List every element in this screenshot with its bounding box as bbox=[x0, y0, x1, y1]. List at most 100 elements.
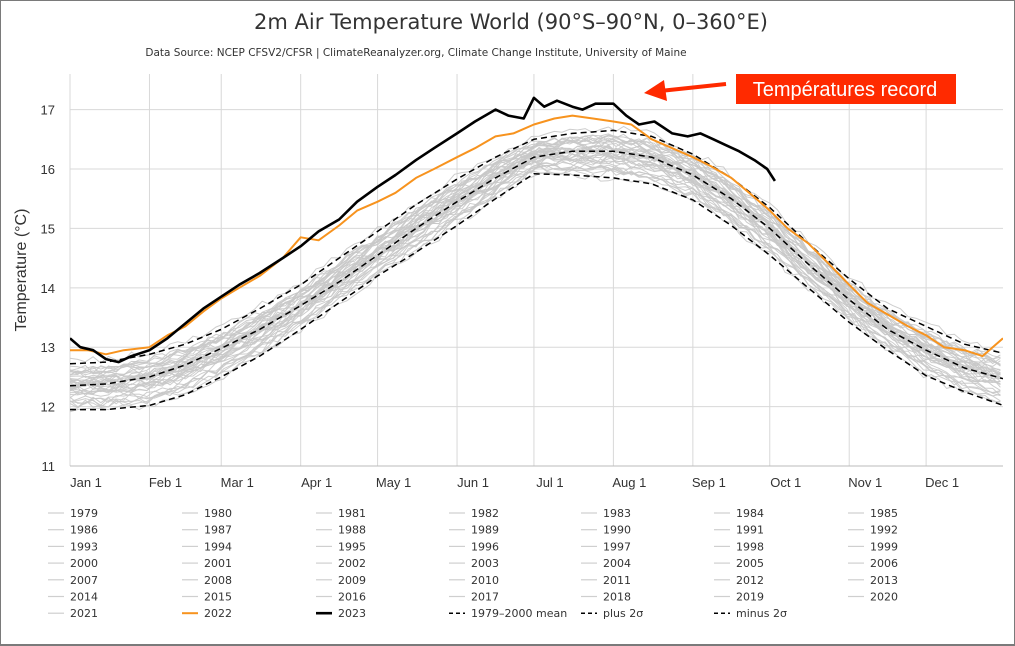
x-tick-label: Jul 1 bbox=[536, 475, 563, 490]
x-tick-label: Jan 1 bbox=[70, 475, 102, 490]
y-tick-label: 13 bbox=[41, 340, 55, 355]
legend-label[interactable]: 1992 bbox=[870, 524, 898, 537]
y-tick-label: 17 bbox=[41, 103, 55, 118]
legend-label[interactable]: minus 2σ bbox=[736, 607, 787, 620]
legend-label[interactable]: 2012 bbox=[736, 574, 764, 587]
legend-label[interactable]: 1994 bbox=[204, 540, 232, 553]
legend-label[interactable]: 1980 bbox=[204, 507, 232, 520]
legend-label[interactable]: 2021 bbox=[70, 607, 98, 620]
legend-label[interactable]: 2001 bbox=[204, 557, 232, 570]
past-year-line bbox=[70, 138, 1001, 379]
past-year-line bbox=[70, 162, 1001, 406]
y-tick-label: 14 bbox=[41, 281, 55, 296]
x-tick-label: Dec 1 bbox=[925, 475, 959, 490]
annotation-text: Températures record bbox=[753, 79, 938, 101]
legend-label[interactable]: 1984 bbox=[736, 507, 764, 520]
legend-label[interactable]: 1981 bbox=[338, 507, 366, 520]
past-year-line bbox=[70, 149, 1001, 388]
series-line-minus-2- bbox=[70, 173, 1003, 411]
legend-label[interactable]: 2020 bbox=[870, 591, 898, 604]
annotation-arrow-head-icon bbox=[644, 80, 667, 101]
past-year-line bbox=[70, 163, 1001, 403]
past-year-line bbox=[70, 147, 1001, 389]
legend-label[interactable]: 2004 bbox=[603, 557, 631, 570]
x-tick-label: Apr 1 bbox=[301, 475, 332, 490]
y-tick-labels: 11 12 13 14 15 16 17 bbox=[41, 103, 55, 474]
legend: 1979 1980 1981 1982 1983 1984 1985 1986 1987 1988… bbox=[48, 507, 898, 620]
past-year-line bbox=[70, 153, 1001, 393]
series-line-2023 bbox=[70, 96, 776, 364]
annotation-box bbox=[736, 74, 956, 104]
legend-label[interactable]: 1986 bbox=[70, 524, 98, 537]
legend-label[interactable]: 1979 bbox=[70, 507, 98, 520]
y-tick-label: 11 bbox=[42, 459, 56, 474]
legend-label[interactable]: 2022 bbox=[204, 607, 232, 620]
past-year-line bbox=[70, 154, 1001, 397]
legend-label[interactable]: 1987 bbox=[204, 524, 232, 537]
x-tick-label: Aug 1 bbox=[612, 475, 646, 490]
past-year-line bbox=[70, 154, 1001, 395]
x-tick-label: Feb 1 bbox=[149, 475, 182, 490]
legend-label[interactable]: 1995 bbox=[338, 540, 366, 553]
legend-label[interactable]: 1990 bbox=[603, 524, 631, 537]
legend-label[interactable]: 2008 bbox=[204, 574, 232, 587]
legend-label[interactable]: 2010 bbox=[471, 574, 499, 587]
legend-label[interactable]: 2007 bbox=[70, 574, 98, 587]
past-year-line bbox=[70, 167, 1001, 410]
x-tick-label: Oct 1 bbox=[770, 475, 801, 490]
legend-label[interactable]: 1985 bbox=[870, 507, 898, 520]
legend-label[interactable]: 2015 bbox=[204, 591, 232, 604]
chart-subtitle: Data Source: NCEP CFSV2/CFSR | ClimateRe… bbox=[145, 47, 686, 59]
legend-label[interactable]: 2016 bbox=[338, 591, 366, 604]
legend-label[interactable]: 1982 bbox=[471, 507, 499, 520]
legend-label[interactable]: 2023 bbox=[338, 607, 366, 620]
series-lines bbox=[70, 96, 1003, 411]
legend-label[interactable]: 1998 bbox=[736, 540, 764, 553]
x-tick-label: Nov 1 bbox=[848, 475, 882, 490]
legend-label[interactable]: 1991 bbox=[736, 524, 764, 537]
past-year-line bbox=[70, 151, 1001, 390]
y-tick-label: 12 bbox=[41, 400, 55, 415]
legend-label[interactable]: 2000 bbox=[70, 557, 98, 570]
legend-label[interactable]: 1989 bbox=[471, 524, 499, 537]
legend-label[interactable]: 2014 bbox=[70, 591, 98, 604]
y-tick-label: 16 bbox=[41, 162, 55, 177]
y-axis-title: Temperature (°C) bbox=[13, 209, 30, 332]
x-tick-label: Jun 1 bbox=[457, 475, 489, 490]
x-tick-labels: Jan 1 Feb 1 Mar 1 Apr 1 May 1 Jun 1 Jul 1 Aug 1… bbox=[70, 475, 959, 490]
legend-label[interactable]: 2006 bbox=[870, 557, 898, 570]
legend-label[interactable]: 2002 bbox=[338, 557, 366, 570]
legend-label[interactable]: 1983 bbox=[603, 507, 631, 520]
annotation-arrow-shaft bbox=[659, 82, 727, 93]
legend-label[interactable]: 2018 bbox=[603, 591, 631, 604]
legend-label[interactable]: 1999 bbox=[870, 540, 898, 553]
record-annotation: Températures record bbox=[644, 74, 956, 104]
legend-label[interactable]: 1996 bbox=[471, 540, 499, 553]
series-line-2022 bbox=[70, 114, 1003, 358]
past-year-line bbox=[70, 161, 1001, 405]
legend-label[interactable]: 2011 bbox=[603, 574, 631, 587]
legend-label[interactable]: 2009 bbox=[338, 574, 366, 587]
past-year-line bbox=[70, 137, 1001, 376]
legend-label[interactable]: 1988 bbox=[338, 524, 366, 537]
series-line-plus-2- bbox=[70, 129, 1003, 365]
past-year-line bbox=[70, 162, 1001, 404]
y-tick-label: 15 bbox=[41, 221, 55, 236]
past-year-line bbox=[70, 133, 1001, 374]
x-tick-label: Sep 1 bbox=[692, 475, 726, 490]
legend-label[interactable]: 1993 bbox=[70, 540, 98, 553]
series-line-1979-2000-mean bbox=[70, 150, 1003, 387]
x-tick-label: Mar 1 bbox=[221, 475, 254, 490]
legend-label[interactable]: 1979–2000 mean bbox=[471, 607, 567, 620]
legend-label[interactable]: 1997 bbox=[603, 540, 631, 553]
legend-label[interactable]: 2013 bbox=[870, 574, 898, 587]
legend-label[interactable]: 2017 bbox=[471, 591, 499, 604]
legend-label[interactable]: 2019 bbox=[736, 591, 764, 604]
past-years-lines bbox=[70, 125, 1001, 413]
legend-label[interactable]: 2005 bbox=[736, 557, 764, 570]
past-year-line bbox=[70, 144, 1001, 386]
legend-label[interactable]: 2003 bbox=[471, 557, 499, 570]
legend-label[interactable]: plus 2σ bbox=[603, 607, 643, 620]
